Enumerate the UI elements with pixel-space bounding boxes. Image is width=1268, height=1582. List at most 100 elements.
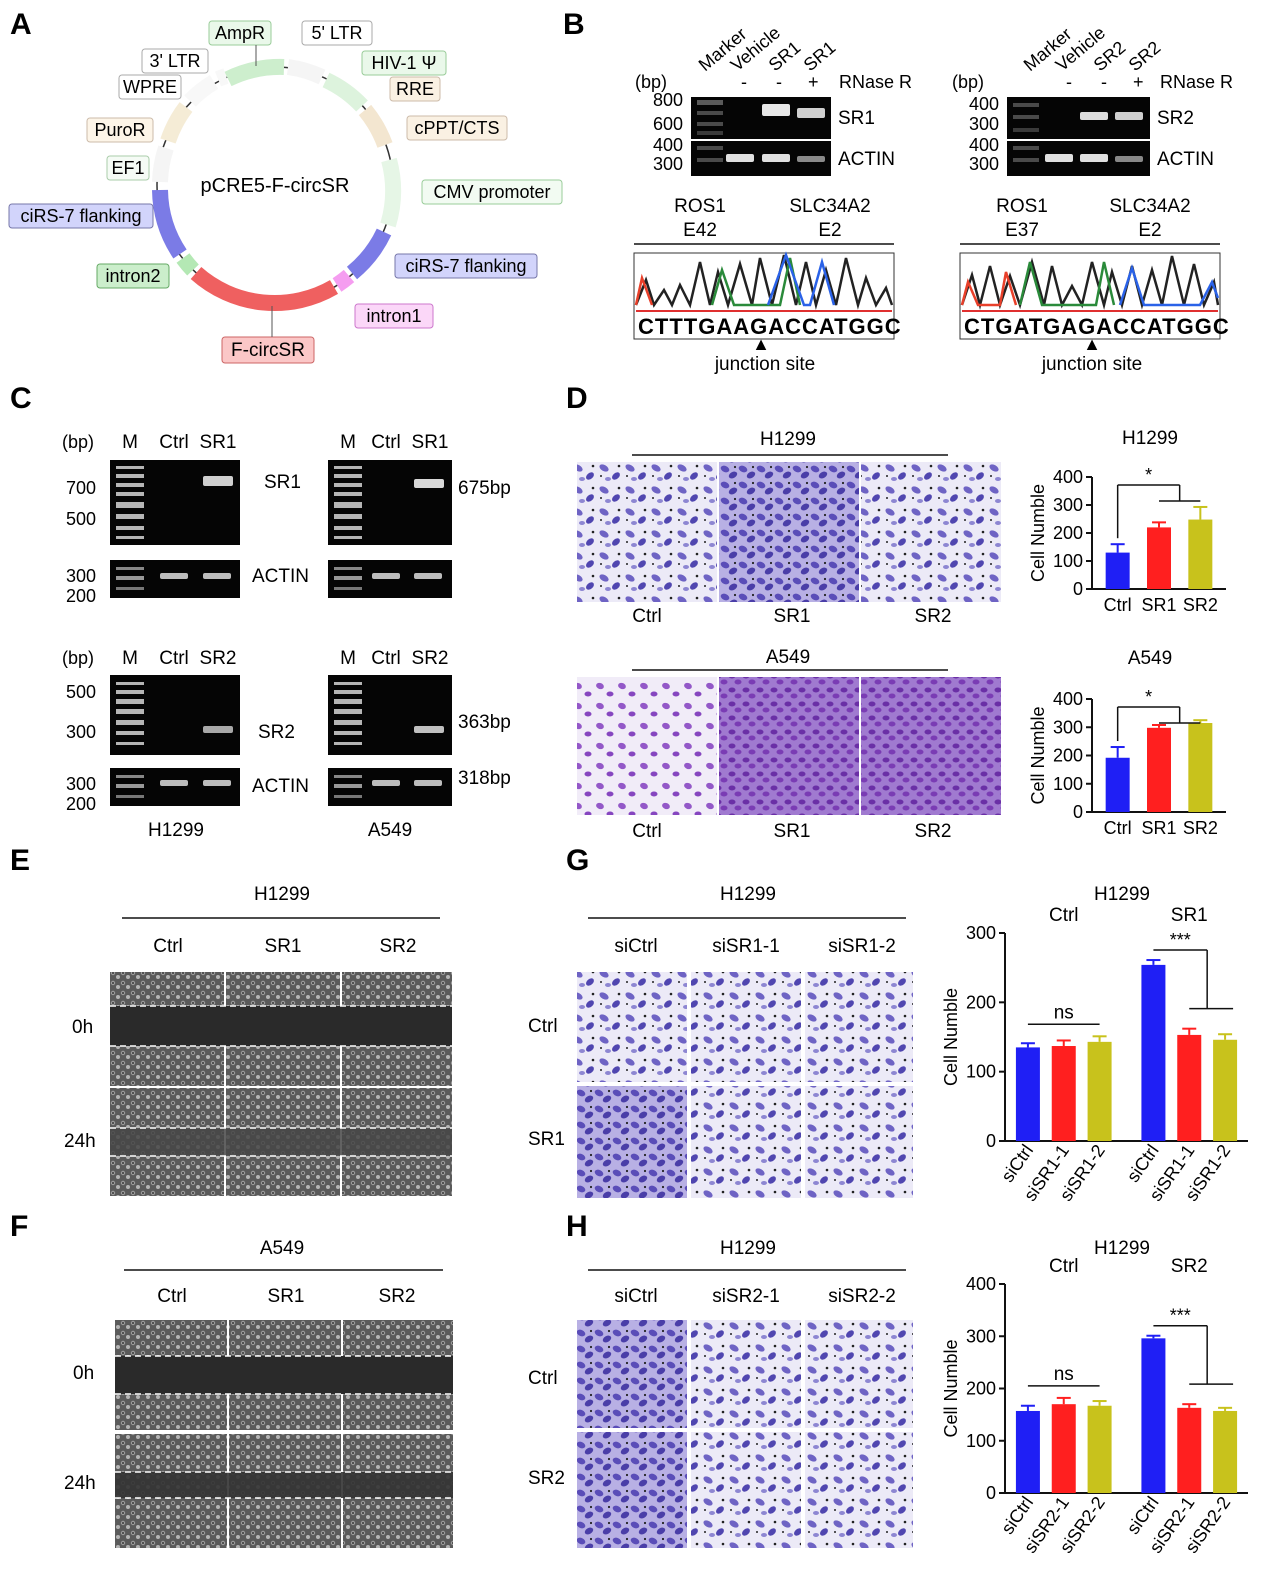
gel-c3 <box>110 675 240 755</box>
band-label-actin: ACTIN <box>838 149 895 170</box>
intron2-label: intron2 <box>105 266 160 286</box>
trace-green <box>710 257 802 307</box>
bar <box>1015 1410 1040 1493</box>
junction-arrow: ▲ <box>1083 334 1101 354</box>
size-sr2: 363bp <box>458 712 511 733</box>
y-tick-label: 400 <box>1053 689 1083 709</box>
wpre-box <box>118 74 182 100</box>
tick-200: 200 <box>66 794 96 814</box>
label-ctrl: Ctrl <box>157 1286 187 1307</box>
cell-h1299: H1299 <box>760 429 816 450</box>
band-sr2-rnase <box>1115 112 1143 120</box>
band-label-sr1: SR1 <box>838 108 875 129</box>
band-actin <box>160 780 188 786</box>
label-sr1: SR1 <box>268 1286 305 1307</box>
ampr-box <box>208 20 272 46</box>
wound-grid-e <box>110 972 452 1196</box>
label-sr2: SR2 <box>915 821 952 842</box>
group-label: Ctrl <box>1049 905 1079 926</box>
chart-d-h1299: H1299 Cell Numble 0 100 200 300 400 Ctrl SR1 SR2 * <box>1028 428 1226 615</box>
ef1-box <box>106 155 150 181</box>
ltr3-box <box>141 48 209 74</box>
significance-label: * <box>1145 687 1152 707</box>
band-actin <box>1080 154 1108 162</box>
col-sisr2-2: siSR2-2 <box>828 1286 896 1307</box>
trace-blue <box>1118 263 1220 307</box>
puror-box <box>86 117 154 143</box>
marker-band <box>1013 158 1039 162</box>
band-actin <box>1115 156 1143 162</box>
band-actin <box>372 780 400 786</box>
panel-label-h: H <box>566 1210 588 1243</box>
panel-label-d: D <box>566 382 588 415</box>
tick-800: 800 <box>653 90 683 110</box>
micrograph-a549-ctrl <box>577 677 717 815</box>
cmv-box <box>421 179 563 205</box>
micrograph <box>577 1086 687 1198</box>
panel-a: A pCRE5-F-circSR AmpR 5' LTR HIV-1 Ψ RRE <box>8 8 563 364</box>
band-actin <box>762 154 790 162</box>
tick-400: 400 <box>653 135 683 155</box>
bar <box>1213 1039 1238 1141</box>
sequence-text: CTTTGAAGACCATGGC <box>638 314 902 339</box>
marker-band <box>697 158 723 162</box>
lane-m: M <box>340 432 356 453</box>
intron2-arc <box>176 253 199 276</box>
rnase-minus-3: - <box>1066 72 1072 92</box>
y-axis-label: Cell Numble <box>941 988 961 1086</box>
panel-b-right: Marker Vehicle SR2 SR2 (bp) - - + RNase … <box>952 22 1233 375</box>
wpre-label: WPRE <box>123 77 177 97</box>
band-sr2 <box>1080 112 1108 120</box>
label-sr2: SR2 <box>379 1286 416 1307</box>
lane-sr1: SR1 <box>412 432 449 453</box>
band-sr1-rnase <box>797 108 825 118</box>
exon2-num: E2 <box>818 220 841 241</box>
marker-band <box>334 587 362 590</box>
rnase-label-1: RNase R <box>839 72 912 92</box>
bar <box>1147 527 1171 589</box>
junction-label: junction site <box>1041 354 1142 375</box>
lane-ctrl: Ctrl <box>159 432 189 453</box>
ampr-arc <box>224 58 285 87</box>
y-axis-label: Cell Numble <box>1028 706 1048 804</box>
tick-400: 400 <box>969 94 999 114</box>
chart-title: H1299 <box>1094 884 1150 905</box>
lane-sr2: SR2 <box>200 648 237 669</box>
marker-band <box>334 784 362 788</box>
micrograph <box>577 1432 687 1548</box>
junction-arrow: ▲ <box>752 334 770 354</box>
exon1-name: ROS1 <box>674 196 726 217</box>
time-0h: 0h <box>73 1363 94 1384</box>
micrograph-a549-sr2 <box>861 677 1001 815</box>
bar <box>1188 723 1213 812</box>
lane-ctrl: Ctrl <box>371 648 401 669</box>
y-tick-label: 100 <box>966 1062 996 1082</box>
micrograph <box>691 1086 801 1198</box>
label-sr1: SR1 <box>774 606 811 627</box>
marker-band <box>334 567 362 570</box>
band-sr2 <box>203 726 233 733</box>
feature-labels: AmpR 5' LTR HIV-1 Ψ RRE cPPT/CTS CMV pro… <box>8 20 563 364</box>
micrograph-a549-sr1 <box>719 677 859 815</box>
panel-b: B Marker Vehicle SR1 SR1 (bp) - - + RNas… <box>563 8 1233 375</box>
y-tick-label: 200 <box>966 992 996 1012</box>
chart-title: H1299 <box>1094 1238 1150 1259</box>
ltr5-label: 5' LTR <box>311 23 362 43</box>
cell-h1299: H1299 <box>254 884 310 905</box>
x-tick-label: SR2 <box>1183 595 1218 615</box>
chart-d-a549: A549 Cell Numble 0 100 200 300 400 Ctrl SR1 SR2 * <box>1028 648 1226 838</box>
time-24h: 24h <box>64 1131 96 1152</box>
micrograph-h1299-sr1 <box>719 462 859 602</box>
marker-band <box>116 576 144 580</box>
panel-label-g: G <box>566 844 589 877</box>
chart-title: A549 <box>1128 648 1172 669</box>
flank-left-arc <box>152 189 187 259</box>
marker-band <box>334 795 362 798</box>
micrograph <box>691 1320 801 1428</box>
trace-red <box>634 273 654 306</box>
panel-f: F A549 Ctrl SR1 SR2 0h 24h <box>10 1210 453 1548</box>
row-ctrl: Ctrl <box>528 1368 558 1389</box>
panel-g: G H1299 siCtrl siSR1-1 siSR1-2 Ctrl SR1 … <box>528 844 1248 1205</box>
ns-label: ns <box>1054 1364 1074 1385</box>
